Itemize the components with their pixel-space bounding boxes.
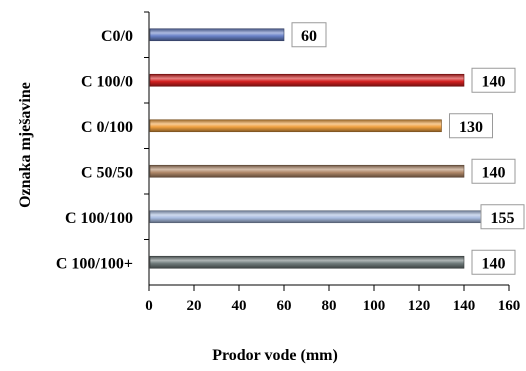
data-label-box xyxy=(471,158,516,184)
category-label: C 100/0 xyxy=(81,73,133,90)
x-tick-label: 100 xyxy=(363,298,386,314)
data-label-box xyxy=(480,204,525,230)
x-tick-label: 140 xyxy=(453,298,476,314)
data-label: 60 xyxy=(301,28,317,45)
x-tick-label: 0 xyxy=(145,298,153,314)
x-tick-label: 60 xyxy=(277,298,292,314)
x-tick-label: 40 xyxy=(232,298,247,314)
category-label: C 100/100 xyxy=(65,210,133,227)
category-label: C 100/100+ xyxy=(56,255,133,272)
data-label: 140 xyxy=(482,73,506,90)
bar xyxy=(149,28,285,42)
data-label: 155 xyxy=(491,210,515,227)
data-label-box xyxy=(471,67,516,93)
data-label-box xyxy=(291,22,327,48)
x-tick-label: 160 xyxy=(498,298,521,314)
category-label: C 50/50 xyxy=(81,164,133,181)
bar xyxy=(149,119,442,133)
data-label: 140 xyxy=(482,255,506,272)
data-label-box xyxy=(471,249,516,275)
y-axis-label: Oznaka mješavine xyxy=(17,82,34,208)
plot-area: 0 20 40 60 80 100 120 140 160 C0/0 60 C 100/0 140 C 0… xyxy=(56,11,525,314)
x-tick-label: 120 xyxy=(408,298,431,314)
bar xyxy=(149,255,465,269)
data-label: 130 xyxy=(459,119,483,136)
bar xyxy=(149,210,499,224)
x-tick-label: 80 xyxy=(322,298,337,314)
bar xyxy=(149,164,465,178)
bar xyxy=(149,73,465,87)
x-axis-label: Prodor vode (mm) xyxy=(212,347,338,364)
category-label: C0/0 xyxy=(101,28,133,45)
category-label: C 0/100 xyxy=(81,119,133,136)
data-label: 140 xyxy=(482,164,506,181)
data-label-box xyxy=(449,113,493,139)
x-tick-label: 20 xyxy=(187,298,202,314)
